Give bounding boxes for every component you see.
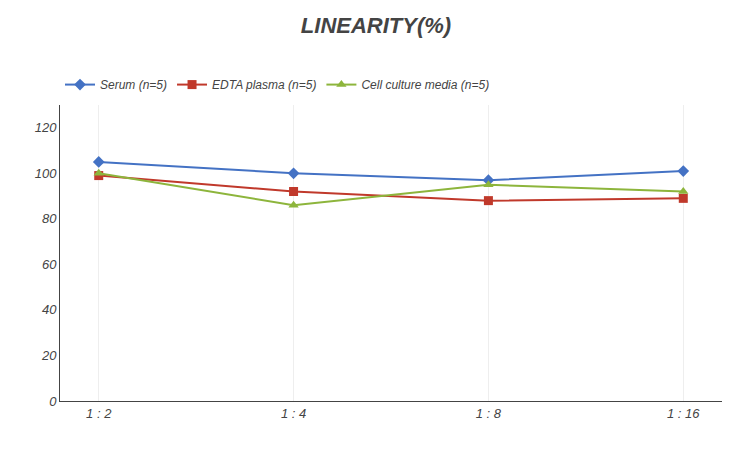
svg-text:1 : 16: 1 : 16 [667,406,700,421]
svg-text:Serum (n=5): Serum (n=5) [100,78,167,92]
svg-text:1 : 8: 1 : 8 [476,406,502,421]
svg-text:60: 60 [42,257,57,272]
svg-text:0: 0 [49,394,57,409]
svg-text:20: 20 [41,348,57,363]
svg-text:Cell culture media (n=5): Cell culture media (n=5) [361,78,489,92]
svg-text:80: 80 [42,211,57,226]
svg-text:1 : 4: 1 : 4 [281,406,306,421]
svg-text:40: 40 [42,302,57,317]
svg-text:EDTA plasma (n=5): EDTA plasma (n=5) [212,78,316,92]
svg-text:1 : 2: 1 : 2 [86,406,112,421]
svg-text:120: 120 [35,120,57,135]
svg-text:LINEARITY(%): LINEARITY(%) [301,13,451,38]
svg-text:100: 100 [35,166,57,181]
